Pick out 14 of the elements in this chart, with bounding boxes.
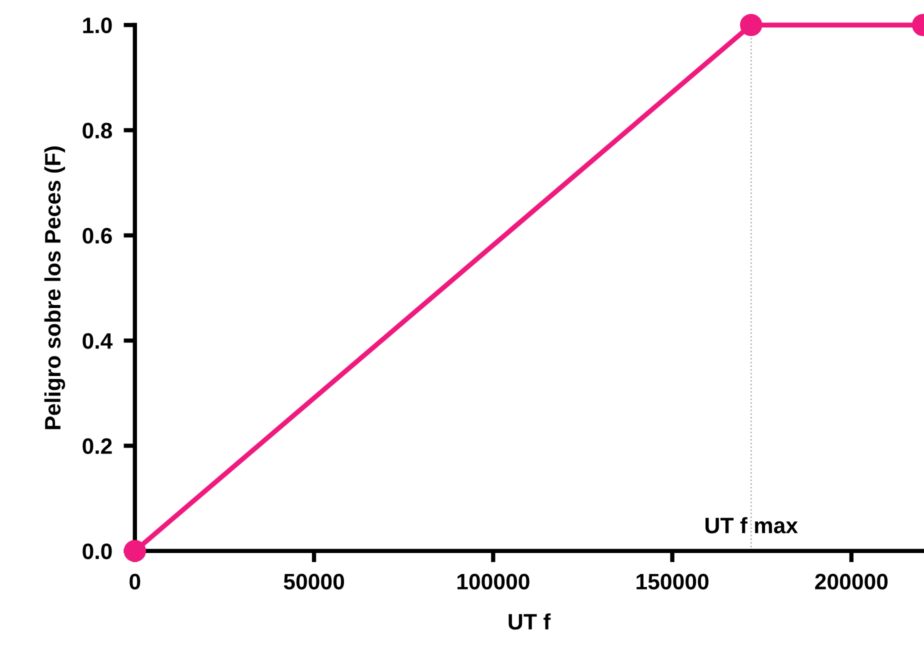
x-axis-title: UT f	[508, 613, 551, 630]
y-tick-label: 0.8	[82, 122, 112, 138]
y-tick-label: 0.6	[82, 228, 112, 244]
y-tick-label: 1.0	[83, 18, 112, 34]
x-tick-label: 150000	[636, 574, 708, 590]
y-tick-label: 0.4	[82, 333, 113, 349]
x-tick-label: 50000	[284, 574, 344, 590]
ref-line-label: UT f max	[706, 517, 798, 534]
x-tick-label: 200000	[815, 574, 888, 590]
y-axis-title: Peligro sobre los Peces (F)	[44, 146, 66, 430]
y-tick-label: 0.2	[82, 438, 112, 454]
y-tick-label: 0.0	[82, 543, 112, 560]
x-tick-label: 100000	[457, 574, 530, 590]
x-tick-label: 0	[130, 574, 140, 590]
